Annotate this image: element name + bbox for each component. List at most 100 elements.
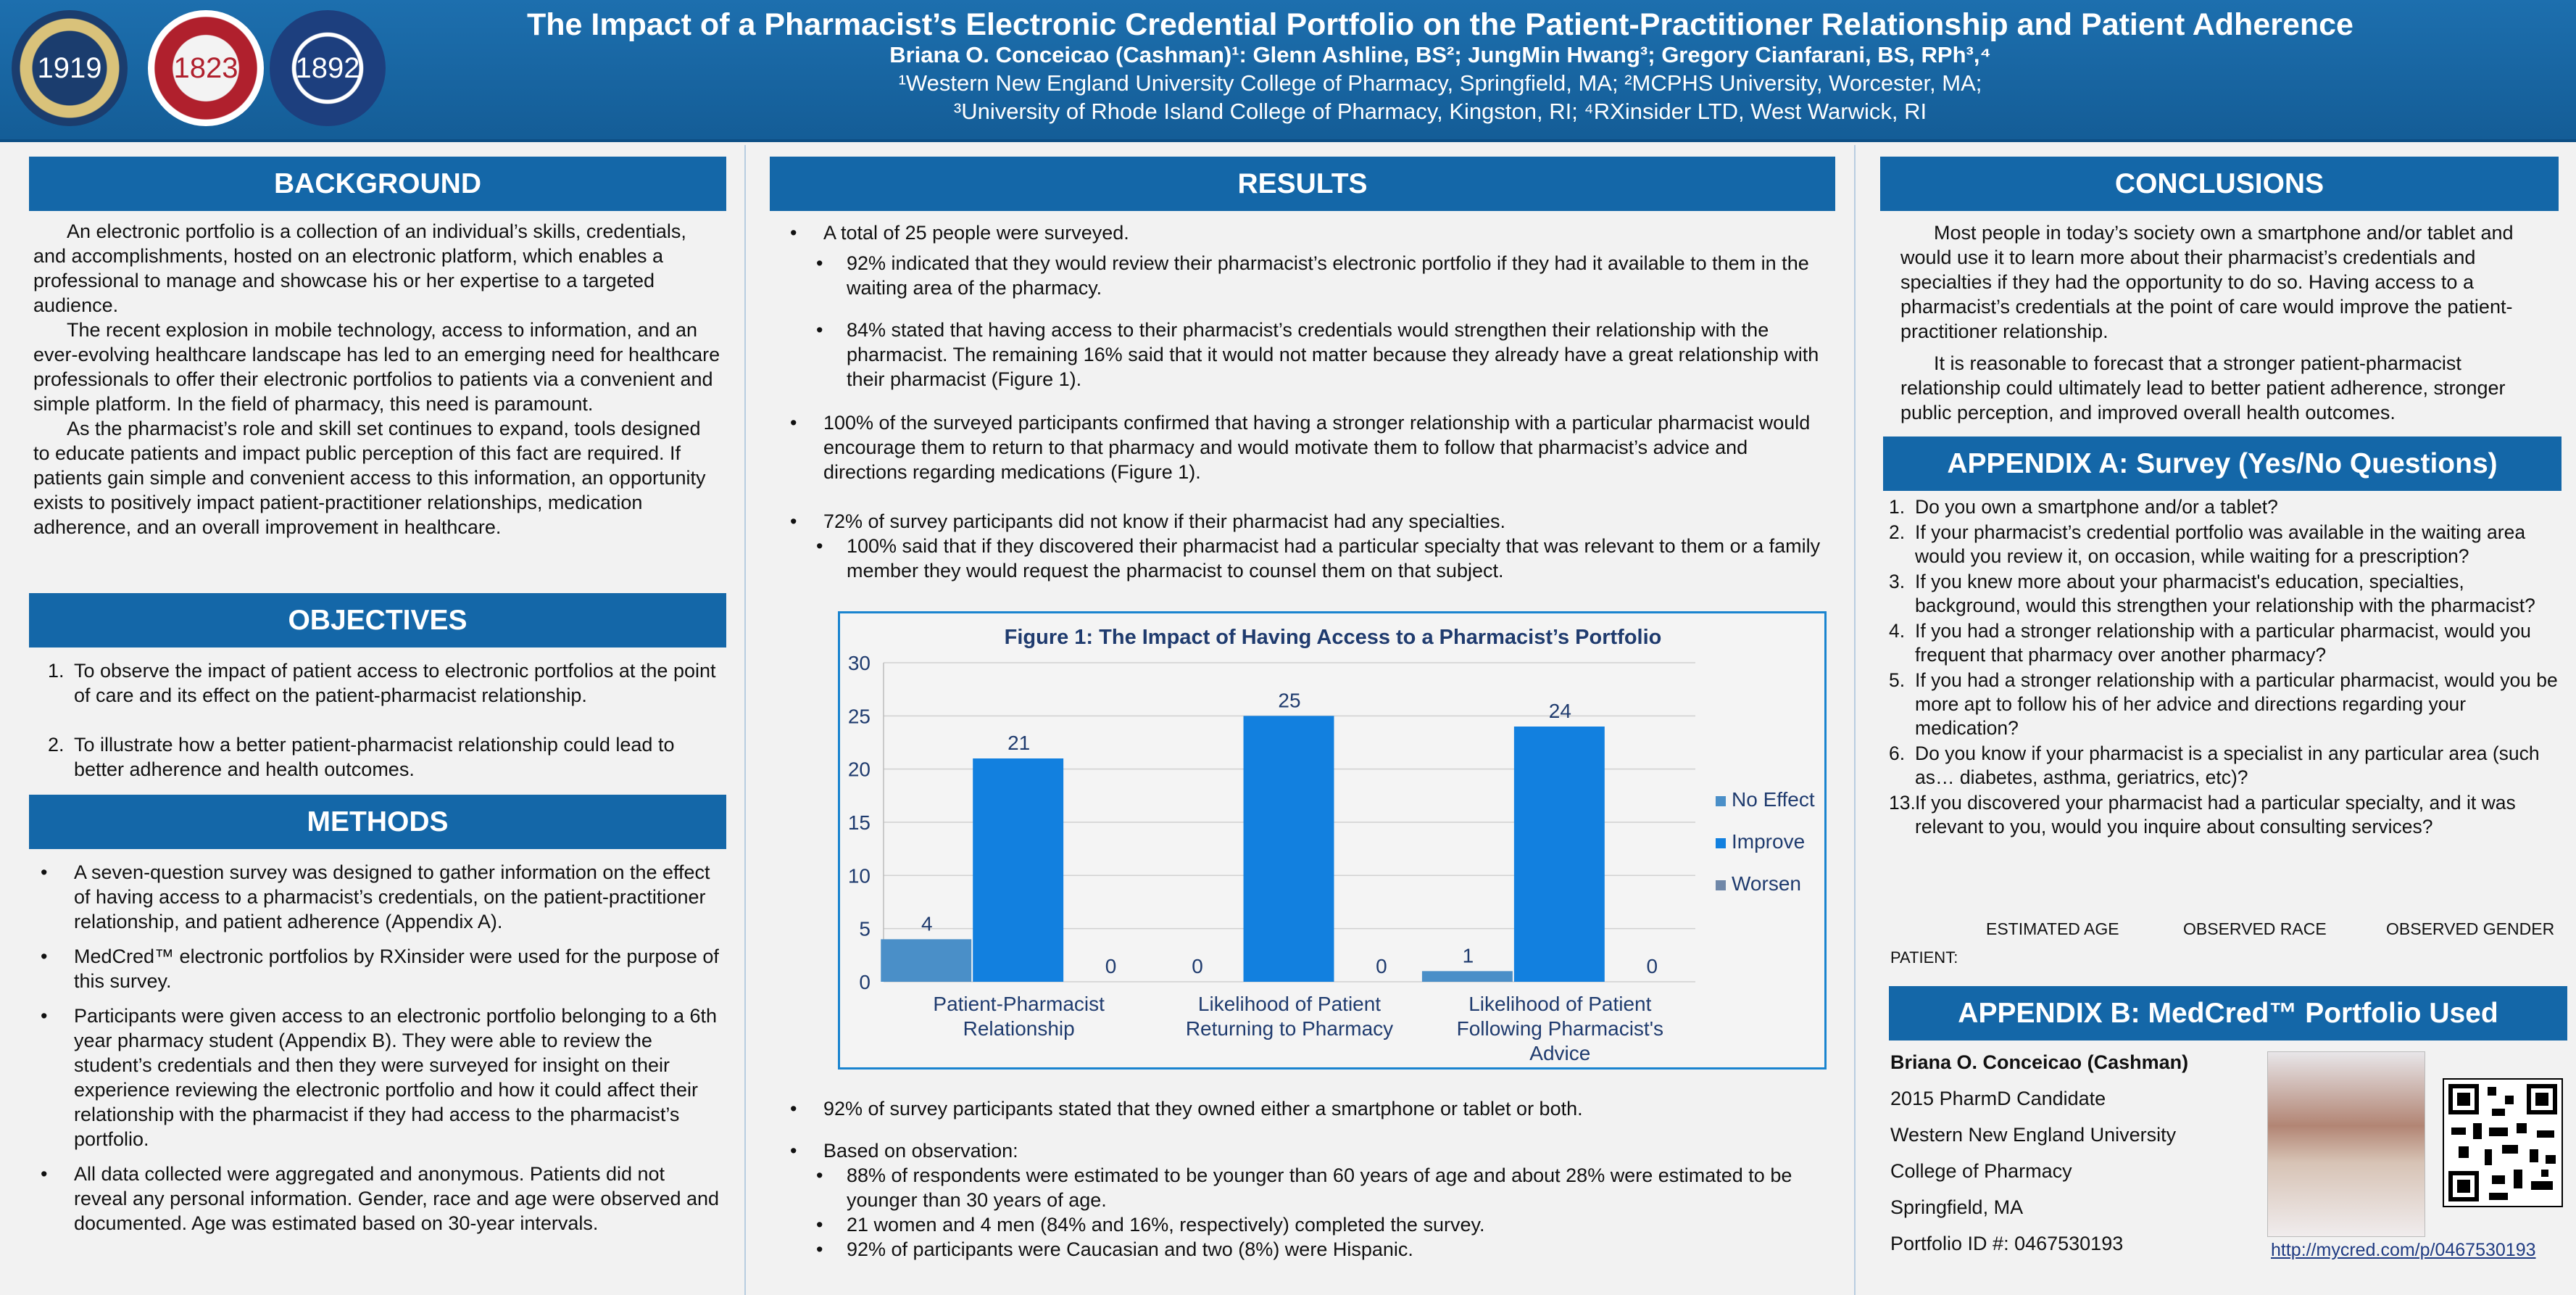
results-subitem: • 92% indicated that they would review th… [816,252,1809,299]
y-tick-label: 10 [848,864,871,887]
data-label: 0 [1192,955,1203,977]
results-item: • 72% of survey participants did not know… [790,510,1505,532]
survey-question: 3. If you knew more about your pharmacist… [1889,571,2535,616]
field-estimated-age: ESTIMATED AGE [1986,919,2119,938]
affiliations-line-2: ³University of Rhode Island College of P… [953,99,1927,124]
survey-questions: 1. Do you own a smartphone and/or a table… [1887,495,2569,839]
y-tick-label: 5 [859,918,871,940]
x-tick-label: Likelihood of Patient [1468,993,1651,1015]
bar [973,758,1064,982]
methods-item: • MedCred™ electronic portfolios by RXins… [41,946,719,992]
background-paragraph: An electronic portfolio is a collection … [33,220,686,316]
background-paragraph: The recent explosion in mobile technolog… [33,319,720,415]
portfolio-line: College of Pharmacy [1890,1160,2072,1182]
methods-item: • All data collected were aggregated and … [41,1163,720,1234]
column-divider [1854,145,1856,1295]
appendix-b-heading: APPENDIX B: MedCred™ Portfolio Used [1889,986,2567,1040]
student-photo [2267,1051,2425,1237]
survey-question: 1. Do you own a smartphone and/or a table… [1889,496,2278,518]
survey-question: 6. Do you know if your pharmacist is a sp… [1889,742,2540,788]
conclusions-heading: CONCLUSIONS [1880,157,2559,211]
poster-banner: 1919 1823 1892 The Impact of a Pharmacis… [0,0,2576,142]
wne-university-seal: 1919 [12,10,128,126]
y-tick-label: 0 [859,971,871,993]
objective-item: 1. To observe the impact of patient acces… [48,660,716,706]
legend-label: Improve [1732,830,1805,853]
survey-question: 4. If you had a stronger relationship wit… [1889,620,2531,666]
methods-list: • A seven-question survey was designed to… [33,860,722,1236]
methods-item: • Participants were given access to an el… [41,1005,718,1150]
y-tick-label: 20 [848,758,871,781]
poster-authors: Briana O. Conceicao (Cashman)¹: Glenn As… [889,42,1991,67]
results-subitem: • 84% stated that having access to their … [816,319,1819,390]
data-label: 4 [921,912,933,935]
poster-title: The Impact of a Pharmacist’s Electronic … [527,7,2353,42]
results-list-bottom: • 92% of survey participants stated that … [783,1096,1827,1262]
portfolio-line: 2015 PharmD Candidate [1890,1088,2106,1109]
results-heading: RESULTS [770,157,1835,211]
conclusions-paragraph: It is reasonable to forecast that a stro… [1900,352,2506,423]
bar [881,939,972,982]
qr-code-icon [2448,1084,2557,1201]
objectives-list: 1. To observe the impact of patient acces… [33,658,722,782]
mcphs-seal: 1823 [148,10,264,126]
field-observed-gender: OBSERVED GENDER [2386,919,2555,938]
results-list-top: • A total of 25 people were surveyed. • 92… [783,220,1827,583]
y-tick-label: 25 [848,705,871,727]
qr-code[interactable] [2443,1078,2563,1207]
x-tick-label: Patient-Pharmacist [933,993,1105,1015]
y-tick-label: 15 [848,811,871,834]
objective-item: 2. To illustrate how a better patient-pha… [48,734,675,780]
data-label: 0 [1105,955,1117,977]
results-item: • 100% of the surveyed participants confi… [790,412,1811,483]
legend-label: Worsen [1732,872,1801,895]
x-tick-label: Advice [1529,1042,1590,1064]
patient-label: PATIENT: [1890,948,1958,967]
data-label: 1 [1463,944,1474,967]
results-item: • A total of 25 people were surveyed. [790,222,1129,244]
x-tick-label: Likelihood of Patient [1198,993,1381,1015]
background-section: An electronic portfolio is a collection … [33,219,722,539]
results-subitem: • 88% of respondents were estimated to be… [816,1164,1792,1211]
x-tick-label: Following Pharmacist's [1457,1017,1663,1040]
conclusions-paragraph: Most people in today’s society own a sma… [1900,222,2514,342]
conclusions-section: Most people in today’s society own a sma… [1900,220,2557,425]
bar-chart-svg: Figure 1: The Impact of Having Access to… [848,626,1815,1064]
data-label: 21 [1007,732,1030,754]
legend-label: No Effect [1732,788,1815,811]
legend-swatch [1716,880,1726,890]
data-label: 0 [1376,955,1387,977]
survey-question: 2. If your pharmacist’s credential portfo… [1889,521,2526,567]
x-tick-label: Relationship [963,1017,1075,1040]
figure-1-chart: Figure 1: The Impact of Having Access to… [838,611,1827,1069]
bar [1421,971,1513,982]
results-item: • 92% of survey participants stated that … [790,1098,1583,1120]
portfolio-name: Briana O. Conceicao (Cashman) [1890,1051,2189,1073]
data-label: 0 [1646,955,1658,977]
affiliations-line-1: ¹Western New England University College … [898,70,1982,96]
chart-title: Figure 1: The Impact of Having Access to… [1005,626,1662,649]
field-observed-race: OBSERVED RACE [2183,919,2327,938]
portfolio-line: Western New England University [1890,1124,2177,1146]
bar [1513,727,1605,982]
objectives-heading: OBJECTIVES [29,593,726,648]
results-subitem: • 21 women and 4 men (84% and 16%, respec… [816,1214,1485,1236]
y-tick-label: 30 [848,652,871,674]
background-heading: BACKGROUND [29,157,726,211]
portfolio-info: Briana O. Conceicao (Cashman) 2015 Pharm… [1890,1044,2188,1262]
results-subitem: • 92% of participants were Caucasian and … [816,1238,1413,1260]
bar [1243,716,1334,982]
data-label: 25 [1278,689,1300,711]
survey-question: 13. If you discovered your pharmacist had… [1889,792,2516,837]
survey-question: 5. If you had a stronger relationship wit… [1889,669,2558,739]
background-paragraph: As the pharmacist’s role and skill set c… [33,418,706,538]
data-label: 24 [1549,700,1571,722]
methods-item: • A seven-question survey was designed to… [41,861,710,932]
results-item: • Based on observation: [790,1140,1018,1162]
portfolio-link[interactable]: http://mycred.com/p/0467530193 [2271,1240,2536,1260]
appendix-a-heading: APPENDIX A: Survey (Yes/No Questions) [1883,437,2562,491]
portfolio-line: Springfield, MA [1890,1196,2024,1218]
legend-swatch [1716,838,1726,848]
uri-seal: 1892 [270,10,386,126]
methods-heading: METHODS [29,795,726,849]
